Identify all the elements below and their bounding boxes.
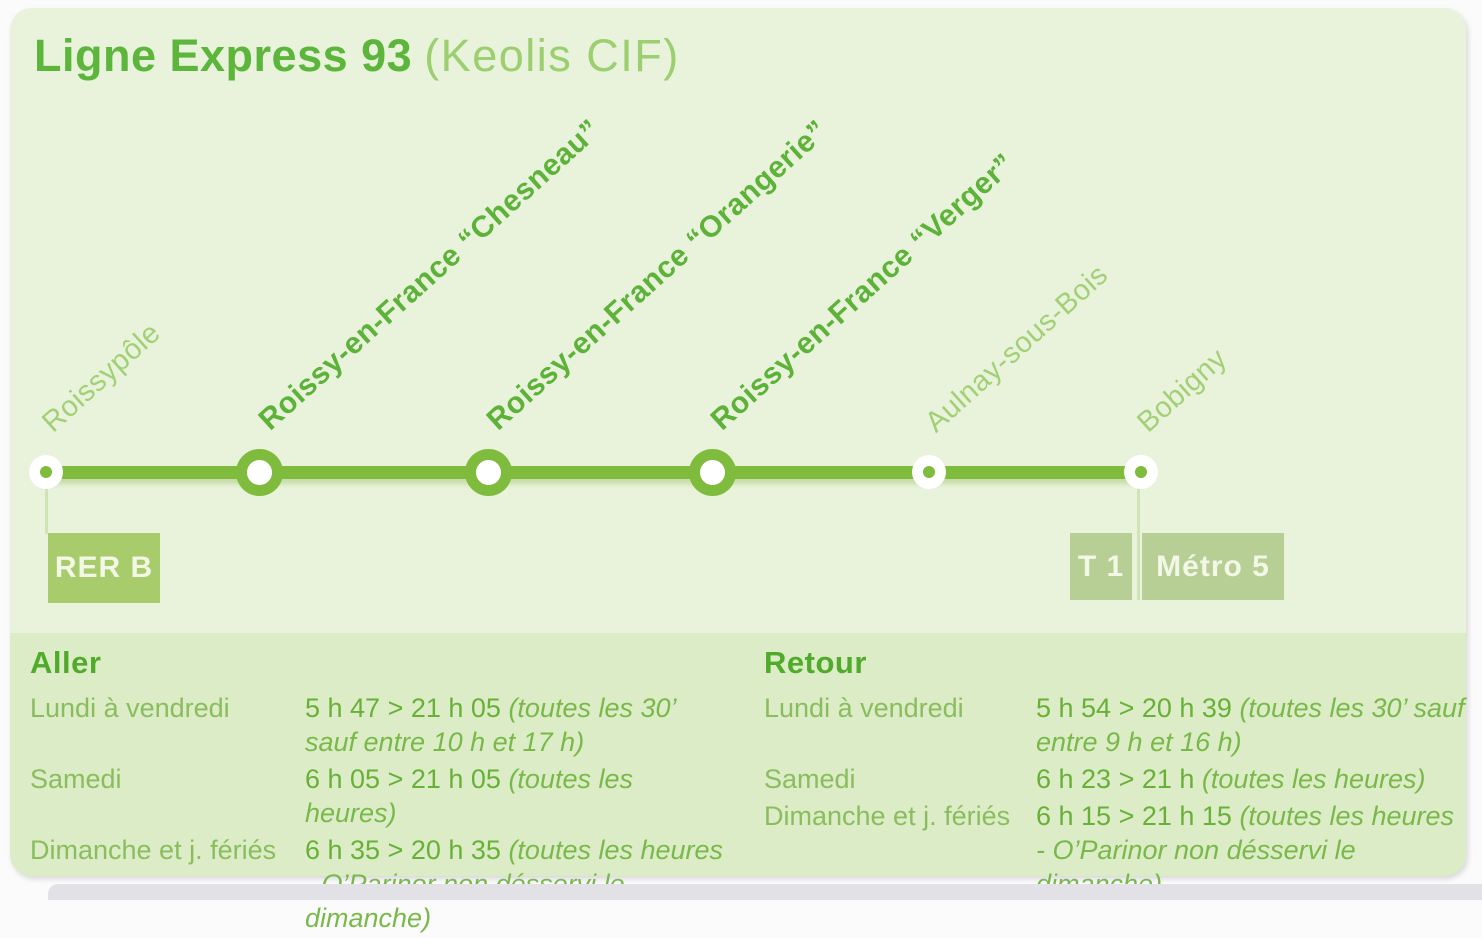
frequency-note: (toutes les 30’ sauf entre 10 h et 17 h) xyxy=(305,693,676,757)
badge-metro-5: Métro 5 xyxy=(1142,533,1284,600)
time-range: 6 h 23 > 21 h (toutes les heures) xyxy=(1036,762,1470,796)
frequency-note: (toutes les heures) xyxy=(305,764,633,828)
day-label: Samedi xyxy=(764,764,856,794)
day-label: Lundi à vendredi xyxy=(764,693,964,723)
retour-heading: Retour xyxy=(764,645,867,680)
day-label: Dimanche et j. fériés xyxy=(30,835,277,865)
station-dot-aulnay xyxy=(912,455,946,489)
station-label-aulnay: Aulnay-sous-Bois xyxy=(919,258,1115,439)
day-label: Samedi xyxy=(30,764,122,794)
time-range: 5 h 47 > 21 h 05 (toutes les 30’ sauf en… xyxy=(305,691,730,759)
schedule-row-retour-weekdays: Lundi à vendredi 5 h 54 > 20 h 39 (toute… xyxy=(764,691,1470,759)
badge-rer-b: RER B xyxy=(48,533,160,603)
next-section-edge xyxy=(48,884,1482,900)
station-label-bobigny: Bobigny xyxy=(1131,342,1234,439)
connector-roissypole xyxy=(45,476,48,534)
route-line xyxy=(46,466,1142,479)
time-text: 6 h 05 > 21 h 05 xyxy=(305,764,501,794)
operator-name: (Keolis CIF) xyxy=(424,30,680,81)
time-text: 6 h 35 > 20 h 35 xyxy=(305,835,501,865)
station-label-roissypole: Roissypôle xyxy=(36,316,167,439)
time-range: 5 h 54 > 20 h 39 (toutes les 30’ sauf en… xyxy=(1036,691,1470,759)
line-name: Ligne Express 93 xyxy=(34,30,413,81)
station-dot-verger xyxy=(689,449,736,496)
time-text: 5 h 47 > 21 h 05 xyxy=(305,693,501,723)
schedule-retour: Retour Lundi à vendredi 5 h 54 > 20 h 39… xyxy=(764,645,1470,904)
frequency-note: (toutes les 30’ sauf entre 9 h et 16 h) xyxy=(1036,693,1465,757)
schedule-row-retour-saturday: Samedi 6 h 23 > 21 h (toutes les heures) xyxy=(764,762,1470,796)
day-label: Lundi à vendredi xyxy=(30,693,230,723)
station-dot-roissypole xyxy=(29,455,63,489)
line-info-card: Ligne Express 93 (Keolis CIF) Roissypôle … xyxy=(10,8,1466,933)
time-range: 6 h 05 > 21 h 05 (toutes les heures) xyxy=(305,762,730,830)
connector-bobigny xyxy=(1137,476,1140,600)
time-text: 5 h 54 > 20 h 39 xyxy=(1036,693,1232,723)
frequency-note: (toutes les heures) xyxy=(1201,764,1426,794)
time-text: 6 h 23 > 21 h xyxy=(1036,764,1195,794)
schedule-row-aller-saturday: Samedi 6 h 05 > 21 h 05 (toutes les heur… xyxy=(30,762,730,830)
day-label: Dimanche et j. fériés xyxy=(764,801,1011,831)
station-dot-bobigny xyxy=(1124,455,1158,489)
station-dot-orangerie xyxy=(465,449,512,496)
badge-tram-t1: T 1 xyxy=(1070,533,1132,600)
schedule-panel: Aller Lundi à vendredi 5 h 47 > 21 h 05 … xyxy=(10,633,1466,933)
aller-heading: Aller xyxy=(30,645,102,680)
page-title: Ligne Express 93 (Keolis CIF) xyxy=(34,30,680,82)
station-dot-chesneau xyxy=(236,449,283,496)
time-text: 6 h 15 > 21 h 15 xyxy=(1036,801,1232,831)
schedule-row-aller-weekdays: Lundi à vendredi 5 h 47 > 21 h 05 (toute… xyxy=(30,691,730,759)
